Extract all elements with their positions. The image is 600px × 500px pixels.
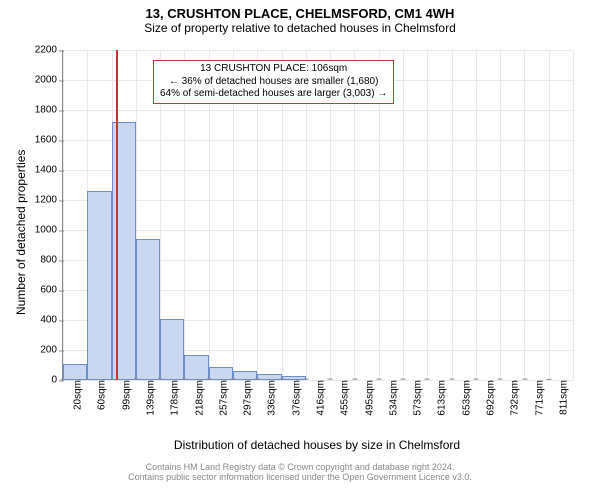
reference-line [116, 50, 118, 380]
histogram-bar [184, 355, 208, 381]
x-tick-label: 99sqm [115, 380, 132, 410]
x-tick-label: 60sqm [91, 380, 108, 410]
x-tick-label: 20sqm [67, 380, 84, 410]
x-tick-label: 257sqm [212, 380, 229, 416]
y-tick-label: 0 [51, 375, 63, 386]
gridline-horizontal [63, 110, 573, 111]
histogram-bar [160, 319, 184, 381]
gridline-horizontal [63, 230, 573, 231]
y-tick-label: 200 [40, 345, 63, 356]
histogram-plot: 0200400600800100012001400160018002000220… [62, 50, 573, 381]
page-title: 13, CRUSHTON PLACE, CHELMSFORD, CM1 4WH [0, 0, 600, 21]
gridline-vertical [476, 50, 477, 380]
chart-container: 13, CRUSHTON PLACE, CHELMSFORD, CM1 4WH … [0, 0, 600, 500]
y-tick-label: 1800 [35, 105, 63, 116]
gridline-horizontal [63, 200, 573, 201]
annotation-box: 13 CRUSHTON PLACE: 106sqm← 36% of detach… [153, 60, 394, 104]
y-tick-label: 1600 [35, 135, 63, 146]
x-tick-label: 455sqm [334, 380, 351, 416]
gridline-vertical [549, 50, 550, 380]
y-tick-label: 1400 [35, 165, 63, 176]
x-tick-label: 732sqm [504, 380, 521, 416]
x-tick-label: 534sqm [382, 380, 399, 416]
histogram-bar [112, 122, 136, 380]
y-tick-label: 2200 [35, 45, 63, 56]
x-tick-label: 139sqm [140, 380, 157, 416]
x-tick-label: 336sqm [261, 380, 278, 416]
x-tick-label: 653sqm [455, 380, 472, 416]
y-tick-label: 600 [40, 285, 63, 296]
x-tick-label: 376sqm [285, 380, 302, 416]
histogram-bar [87, 191, 111, 380]
x-tick-label: 218sqm [188, 380, 205, 416]
x-tick-label: 692sqm [480, 380, 497, 416]
x-tick-label: 613sqm [431, 380, 448, 416]
y-tick-label: 800 [40, 255, 63, 266]
x-axis-label: Distribution of detached houses by size … [62, 438, 572, 452]
y-tick-label: 1200 [35, 195, 63, 206]
gridline-vertical [403, 50, 404, 380]
gridline-vertical [427, 50, 428, 380]
page-subtitle: Size of property relative to detached ho… [0, 21, 600, 35]
histogram-bar [136, 239, 160, 380]
y-tick-label: 1000 [35, 225, 63, 236]
gridline-horizontal [63, 140, 573, 141]
gridline-vertical [63, 50, 64, 380]
y-tick-label: 2000 [35, 75, 63, 86]
histogram-bar [63, 364, 87, 381]
x-tick-label: 811sqm [552, 380, 569, 415]
gridline-horizontal [63, 170, 573, 171]
x-tick-label: 495sqm [358, 380, 375, 416]
gridline-vertical [573, 50, 574, 380]
y-axis-label: Number of detached properties [14, 150, 28, 315]
gridline-vertical [452, 50, 453, 380]
histogram-bar [209, 367, 233, 381]
annotation-line: 64% of semi-detached houses are larger (… [160, 88, 387, 101]
y-tick-label: 400 [40, 315, 63, 326]
attribution-footer: Contains HM Land Registry data © Crown c… [0, 462, 600, 482]
annotation-line: ← 36% of detached houses are smaller (1,… [160, 76, 387, 89]
x-tick-label: 573sqm [407, 380, 424, 416]
gridline-horizontal [63, 50, 573, 51]
x-tick-label: 178sqm [164, 380, 181, 416]
gridline-vertical [500, 50, 501, 380]
x-tick-label: 771sqm [528, 380, 545, 416]
footer-line-2: Contains public sector information licen… [0, 472, 600, 482]
x-tick-label: 297sqm [237, 380, 254, 416]
footer-line-1: Contains HM Land Registry data © Crown c… [0, 462, 600, 472]
annotation-line: 13 CRUSHTON PLACE: 106sqm [160, 63, 387, 76]
gridline-vertical [524, 50, 525, 380]
x-tick-label: 416sqm [310, 380, 327, 416]
